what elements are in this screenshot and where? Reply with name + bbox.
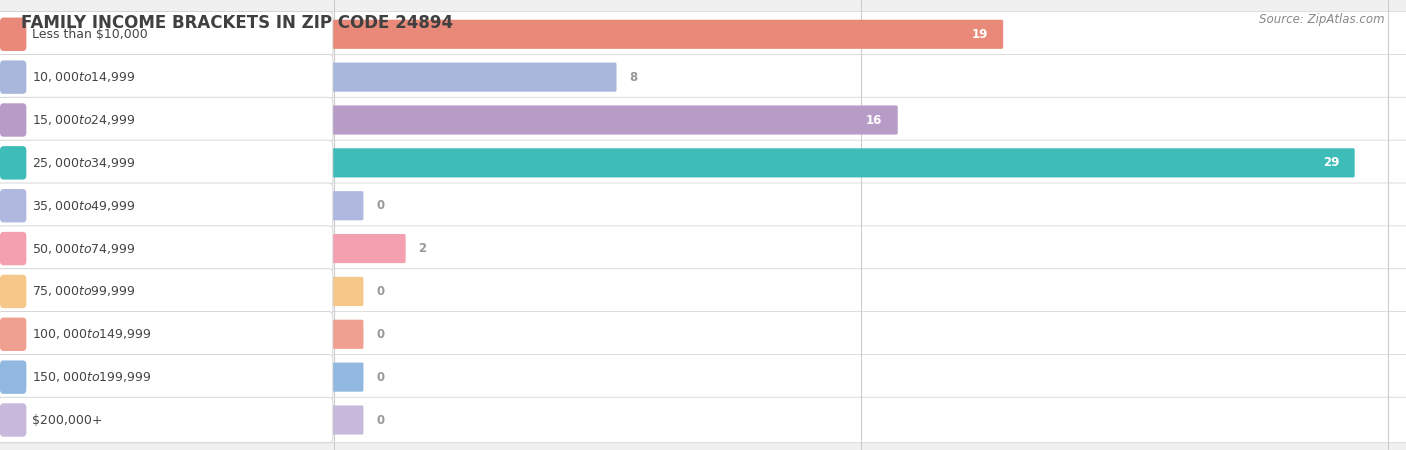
FancyBboxPatch shape: [333, 320, 363, 349]
Text: 0: 0: [377, 371, 384, 384]
FancyBboxPatch shape: [333, 148, 1355, 177]
FancyBboxPatch shape: [0, 355, 1406, 400]
FancyBboxPatch shape: [0, 318, 27, 351]
Text: 8: 8: [630, 71, 637, 84]
Text: FAMILY INCOME BRACKETS IN ZIP CODE 24894: FAMILY INCOME BRACKETS IN ZIP CODE 24894: [21, 14, 453, 32]
FancyBboxPatch shape: [0, 226, 1406, 271]
Text: $200,000+: $200,000+: [32, 414, 103, 427]
FancyBboxPatch shape: [0, 60, 27, 94]
FancyBboxPatch shape: [0, 311, 333, 357]
Text: 16: 16: [866, 113, 883, 126]
Text: $10,000 to $14,999: $10,000 to $14,999: [32, 70, 135, 84]
FancyBboxPatch shape: [333, 191, 363, 220]
FancyBboxPatch shape: [0, 183, 333, 229]
Text: $35,000 to $49,999: $35,000 to $49,999: [32, 199, 135, 213]
FancyBboxPatch shape: [0, 97, 333, 143]
Text: $75,000 to $99,999: $75,000 to $99,999: [32, 284, 135, 298]
FancyBboxPatch shape: [0, 311, 1406, 357]
FancyBboxPatch shape: [0, 403, 27, 436]
Text: Less than $10,000: Less than $10,000: [32, 28, 148, 41]
FancyBboxPatch shape: [0, 140, 1406, 185]
FancyBboxPatch shape: [0, 104, 27, 137]
FancyBboxPatch shape: [0, 226, 333, 271]
FancyBboxPatch shape: [0, 54, 333, 100]
FancyBboxPatch shape: [0, 355, 333, 400]
Text: Source: ZipAtlas.com: Source: ZipAtlas.com: [1260, 14, 1385, 27]
Text: $50,000 to $74,999: $50,000 to $74,999: [32, 242, 135, 256]
FancyBboxPatch shape: [0, 183, 1406, 229]
FancyBboxPatch shape: [333, 20, 1004, 49]
FancyBboxPatch shape: [333, 63, 616, 92]
FancyBboxPatch shape: [0, 140, 333, 185]
FancyBboxPatch shape: [0, 18, 27, 51]
Text: $150,000 to $199,999: $150,000 to $199,999: [32, 370, 150, 384]
Text: 19: 19: [972, 28, 988, 41]
FancyBboxPatch shape: [0, 189, 27, 222]
FancyBboxPatch shape: [333, 277, 363, 306]
FancyBboxPatch shape: [0, 397, 1406, 443]
FancyBboxPatch shape: [333, 234, 406, 263]
FancyBboxPatch shape: [0, 12, 1406, 57]
Text: 29: 29: [1323, 156, 1339, 169]
FancyBboxPatch shape: [0, 146, 27, 180]
FancyBboxPatch shape: [333, 105, 898, 135]
Text: 0: 0: [377, 328, 384, 341]
FancyBboxPatch shape: [0, 232, 27, 266]
FancyBboxPatch shape: [333, 405, 363, 435]
Text: $25,000 to $34,999: $25,000 to $34,999: [32, 156, 135, 170]
Text: 0: 0: [377, 285, 384, 298]
FancyBboxPatch shape: [0, 269, 1406, 314]
Text: $15,000 to $24,999: $15,000 to $24,999: [32, 113, 135, 127]
Text: 0: 0: [377, 414, 384, 427]
FancyBboxPatch shape: [0, 97, 1406, 143]
FancyBboxPatch shape: [0, 360, 27, 394]
FancyBboxPatch shape: [333, 363, 363, 392]
FancyBboxPatch shape: [0, 274, 27, 308]
Text: $100,000 to $149,999: $100,000 to $149,999: [32, 327, 150, 341]
FancyBboxPatch shape: [0, 12, 333, 57]
Text: 2: 2: [419, 242, 426, 255]
Text: 0: 0: [377, 199, 384, 212]
FancyBboxPatch shape: [0, 269, 333, 314]
FancyBboxPatch shape: [0, 54, 1406, 100]
FancyBboxPatch shape: [0, 397, 333, 443]
